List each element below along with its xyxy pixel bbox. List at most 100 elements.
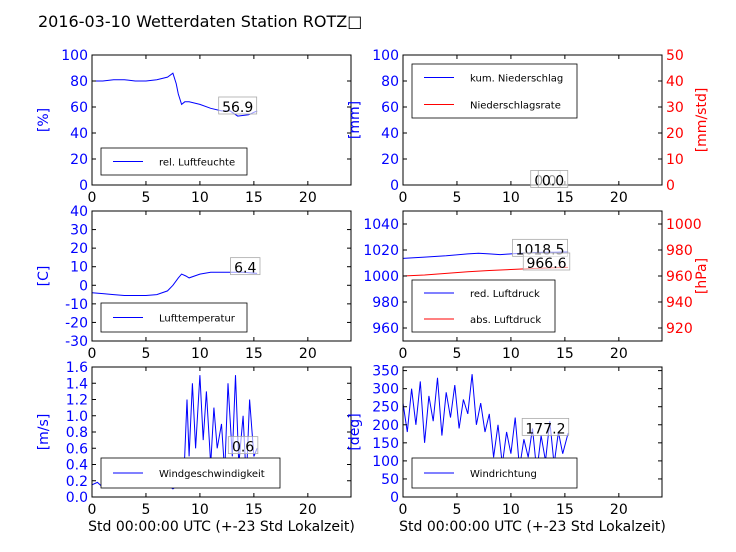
- y2-axis-label: [hPa]: [694, 258, 710, 294]
- chart-pressure: 0 5 10 15 20 960 980 1000 1020 1040 920 940 960 980 10…: [363, 210, 710, 362]
- annotation-box: [537, 170, 569, 188]
- x-tick-label: 0: [88, 190, 97, 206]
- series-line-temperature-0: [92, 271, 258, 296]
- legend-label: red. Luftdruck: [470, 289, 540, 300]
- y-tick-label: 30: [70, 223, 88, 239]
- y2-tick-label: 920: [666, 321, 693, 337]
- x-tick-label: 15: [245, 502, 263, 518]
- annotation-label: 0.0: [542, 173, 564, 189]
- x-tick-label: 0: [88, 502, 97, 518]
- y-tick-label: -30: [65, 334, 88, 350]
- chart-precip: 0 5 10 15 20 0 20 40 60 80 100 0 10 20 30 40 50 [mm] [mm/s…: [347, 48, 710, 206]
- chart-humidity: 0 5 10 15 20 0 20 40 60 80 100 [%] rel. Luftfeuchte 5…: [36, 48, 352, 206]
- legend-label: Windgeschwindigkeit: [159, 469, 265, 480]
- y-tick-label: 100: [61, 48, 88, 64]
- annotation-box: [521, 417, 570, 436]
- x-tick-label: 15: [556, 190, 574, 206]
- y-axis-label: [C]: [36, 266, 52, 287]
- y2-tick-label: 40: [666, 74, 684, 90]
- x-tick-label: 0: [88, 346, 97, 362]
- x-axis-label: Std 00:00:00 UTC (+-23 Std Lokalzeit): [88, 519, 355, 535]
- x-tick-label: 20: [610, 346, 628, 362]
- x-tick-label: 0: [399, 190, 408, 206]
- x-tick-label: 20: [299, 346, 317, 362]
- x-tick-label: 15: [556, 502, 574, 518]
- chart-temperature: 0 5 10 15 20 -30 -20 -10 0 10 20 30 40 [C] Lufttempera…: [36, 204, 352, 362]
- y-tick-label: -20: [65, 315, 88, 331]
- x-axis-label: Std 00:00:00 UTC (+-23 Std Lokalzeit): [399, 519, 666, 535]
- y-tick-label: 1040: [363, 217, 399, 233]
- y2-tick-label: 0: [666, 178, 675, 194]
- y-tick-label: 100: [372, 48, 399, 64]
- y-tick-label: 1.4: [66, 376, 88, 392]
- y-tick-label: 300: [372, 382, 399, 398]
- y-tick-label: 1.0: [66, 409, 88, 425]
- x-tick-label: 10: [502, 346, 520, 362]
- legend-box: [411, 63, 578, 119]
- y-tick-label: 20: [70, 241, 88, 257]
- annotation-box: [218, 96, 258, 115]
- x-tick-label: 10: [191, 502, 209, 518]
- y-tick-label: 0.6: [66, 441, 88, 457]
- x-tick-label: 15: [556, 346, 574, 362]
- x-tick-label: 20: [299, 502, 317, 518]
- y-axis-label: [%]: [36, 108, 52, 132]
- y-tick-label: 250: [372, 400, 399, 416]
- y-tick-label: 10: [70, 260, 88, 276]
- x-tick-label: 5: [141, 190, 150, 206]
- x-tick-label: 5: [452, 502, 461, 518]
- annotation-box: [230, 257, 261, 276]
- x-tick-label: 15: [245, 346, 263, 362]
- annotation-label: 966.6: [526, 256, 566, 272]
- y-tick-label: 100: [372, 454, 399, 470]
- x-tick-label: 5: [452, 190, 461, 206]
- y-tick-label: 40: [381, 126, 399, 142]
- x-tick-label: 15: [245, 190, 263, 206]
- x-tick-label: 10: [191, 190, 209, 206]
- y-tick-label: -10: [65, 297, 88, 313]
- y2-axis-label: [mm/std]: [694, 88, 710, 153]
- series-line-wind_direction-0: [403, 374, 569, 472]
- y-tick-label: 350: [372, 364, 399, 380]
- y-axis-label: [m/s]: [36, 414, 52, 451]
- x-tick-label: 5: [141, 502, 150, 518]
- axes-frame: [91, 54, 352, 186]
- x-tick-label: 10: [502, 502, 520, 518]
- y-tick-label: 0.4: [66, 458, 88, 474]
- annotation-label: 6.4: [234, 261, 256, 277]
- y2-tick-label: 940: [666, 295, 693, 311]
- page-title: 2016-03-10 Wetterdaten Station ROTZ□: [38, 12, 362, 31]
- y-tick-label: 960: [372, 321, 399, 337]
- y2-tick-label: 1000: [666, 217, 702, 233]
- x-tick-label: 5: [452, 346, 461, 362]
- annotation-box: [227, 436, 259, 455]
- y2-tick-label: 50: [666, 48, 684, 64]
- y-tick-label: 150: [372, 436, 399, 452]
- y-tick-label: 20: [70, 152, 88, 168]
- y-tick-label: 1.6: [66, 360, 88, 376]
- x-tick-label: 0: [399, 346, 408, 362]
- y-tick-label: 80: [381, 74, 399, 90]
- y-tick-label: 0: [79, 178, 88, 194]
- y2-tick-label: 20: [666, 126, 684, 142]
- y-tick-label: 0: [390, 178, 399, 194]
- chart-wind_speed: 0 5 10 15 200.00.20.40.60.81.01.21.41.6[m/s]…: [36, 360, 355, 535]
- x-tick-label: 20: [299, 190, 317, 206]
- y-tick-label: 20: [381, 152, 399, 168]
- x-tick-label: 5: [141, 346, 150, 362]
- legend-label: kum. Niederschlag: [470, 74, 563, 85]
- y-tick-label: 50: [381, 472, 399, 488]
- legend-label: Windrichtung: [470, 469, 537, 480]
- y-tick-label: 1020: [363, 243, 399, 259]
- y2-tick-label: 980: [666, 243, 693, 259]
- annotation-label: 177.2: [525, 421, 565, 437]
- legend-label: Niederschlagsrate: [470, 101, 561, 112]
- y-tick-label: 1.2: [66, 393, 88, 409]
- annotation-label: 56.9: [222, 100, 253, 116]
- legend-box: [411, 279, 556, 333]
- legend-label: Lufttemperatur: [159, 314, 236, 325]
- y-tick-label: 0: [79, 278, 88, 294]
- legend-label: abs. Luftdruck: [470, 315, 541, 326]
